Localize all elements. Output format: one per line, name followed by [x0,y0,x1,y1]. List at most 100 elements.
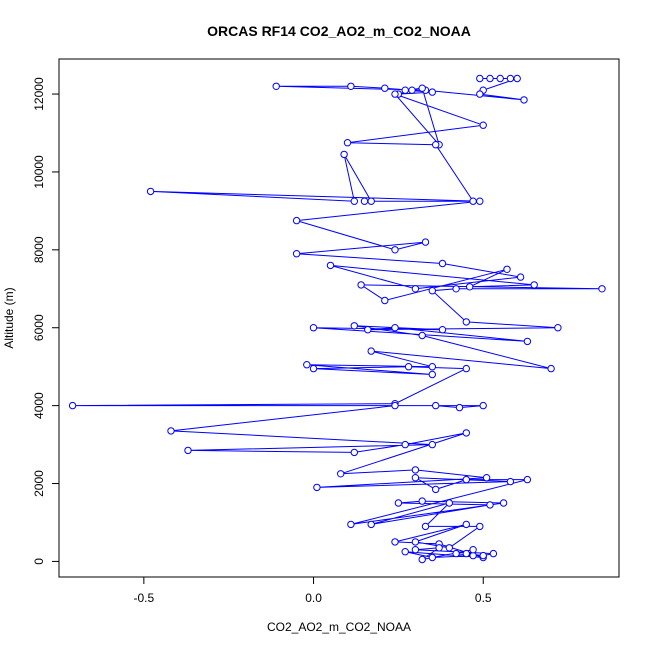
data-point [292,250,301,258]
data-point [313,483,321,492]
data-point [418,555,426,564]
data-point [523,475,532,484]
data-point [391,401,399,410]
data-point [506,477,515,486]
data-point [184,446,192,455]
data-point [391,90,399,98]
data-point [411,466,420,474]
data-point [401,548,409,556]
data-point [462,318,470,326]
plot-frame [58,58,620,578]
data-point [404,363,413,371]
data-point [408,86,416,94]
data-point [428,88,436,96]
data-point [428,440,436,449]
data-point [391,538,399,546]
data-point [462,429,470,437]
data-point [476,90,484,98]
data-point [350,322,358,330]
data-point [503,265,511,273]
data-point [428,363,436,371]
data-point [343,139,352,147]
data-point [462,549,470,558]
x-tick-label: -0.5 [134,591,155,605]
data-point [292,216,301,225]
data-point [418,84,426,92]
data-point [452,549,460,558]
y-tick-label: 12000 [32,77,46,111]
data-point [506,74,515,83]
y-tick-label: 8000 [32,236,46,263]
data-point [462,520,470,529]
data-point [418,331,426,340]
data-point [432,401,440,410]
data-point [381,296,389,305]
data-point [598,285,606,293]
data-point [391,246,399,254]
data-point [418,497,426,505]
data-point [445,544,453,552]
y-tick-label: 4000 [32,392,46,419]
data-point [438,326,447,334]
y-tick-label: 10000 [32,155,46,189]
data-point [394,499,403,507]
data-point [337,470,345,478]
data-point [367,347,375,355]
data-point [391,324,399,332]
data-point [479,121,487,129]
data-point [516,273,525,281]
data-point [438,259,447,268]
data-point [432,485,440,494]
data-point [435,544,443,552]
data-point [350,197,358,205]
data-point [554,324,562,332]
series-group [68,74,606,564]
data-point [421,522,430,531]
data-point [146,187,155,196]
data-point [411,474,420,482]
data-point [486,501,494,509]
data-point [303,361,311,369]
data-point [452,285,460,293]
data-point [360,197,369,205]
data-point [482,474,491,482]
y-tick-label: 2000 [32,470,46,497]
data-point [421,238,430,246]
x-tick-label: 0.0 [305,591,322,605]
data-point [309,324,318,332]
data-point [347,520,355,529]
x-tick-label: 0.5 [475,591,492,605]
data-point [167,427,175,435]
data-point [479,401,487,410]
data-point [547,364,555,373]
data-point [381,84,389,92]
data-point [411,285,420,293]
data-point [428,370,436,379]
data-point [428,287,436,295]
data-point [401,86,409,94]
data-point [499,499,508,507]
data-point [476,522,484,531]
y-tick-label: 6000 [32,314,46,341]
data-point [489,549,498,558]
data-point [462,364,470,373]
y-tick-label: 0 [32,558,46,565]
data-point [445,499,453,507]
data-point [272,82,280,91]
data-point [350,448,358,457]
data-point [326,261,335,270]
data-point [428,553,436,562]
data-point [476,197,484,205]
data-point [411,538,420,546]
data-point [347,82,355,91]
data-point [455,403,464,412]
data-point [479,551,487,560]
data-point [309,364,318,373]
data-point [401,440,409,449]
data-point [357,281,365,289]
data-point [496,74,504,83]
data-point [432,141,440,149]
data-point [520,96,528,104]
